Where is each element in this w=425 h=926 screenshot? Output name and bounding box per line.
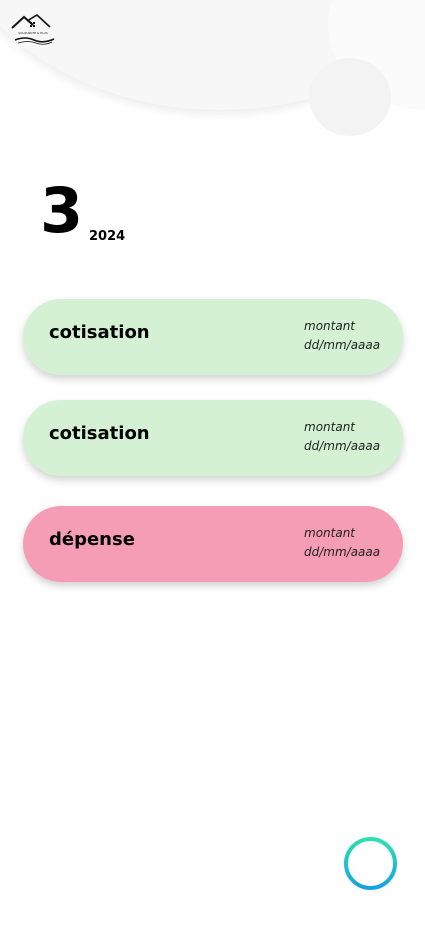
period-year: 2024 bbox=[89, 229, 126, 244]
transaction-amount: montant bbox=[304, 526, 356, 540]
transaction-date: dd/mm/aaaa bbox=[304, 545, 381, 559]
transaction-type: cotisation bbox=[49, 322, 150, 343]
house-wave-logo-icon bbox=[11, 14, 55, 45]
transaction-card-depense[interactable]: dépense montant dd/mm/aaaa bbox=[23, 506, 403, 582]
plus-circle-icon bbox=[344, 837, 397, 890]
transaction-type: dépense bbox=[49, 529, 135, 550]
transaction-meta: montant dd/mm/aaaa bbox=[304, 524, 380, 562]
logo-text: SOLIDARITE & PLUS bbox=[18, 31, 48, 35]
transaction-amount: montant bbox=[304, 420, 356, 434]
transaction-type: cotisation bbox=[49, 423, 150, 444]
transaction-amount: montant bbox=[304, 319, 356, 333]
transaction-card-cotisation[interactable]: cotisation montant dd/mm/aaaa bbox=[23, 299, 403, 375]
transaction-card-cotisation[interactable]: cotisation montant dd/mm/aaaa bbox=[23, 400, 403, 476]
app-logo: SOLIDARITE & PLUS bbox=[10, 12, 56, 46]
add-transaction-button[interactable] bbox=[343, 836, 398, 891]
transaction-date: dd/mm/aaaa bbox=[304, 338, 381, 352]
transaction-meta: montant dd/mm/aaaa bbox=[304, 418, 380, 456]
period-month: 3 bbox=[40, 174, 84, 247]
transaction-meta: montant dd/mm/aaaa bbox=[304, 317, 380, 355]
decorative-blob-small bbox=[309, 58, 391, 136]
transaction-date: dd/mm/aaaa bbox=[304, 439, 381, 453]
